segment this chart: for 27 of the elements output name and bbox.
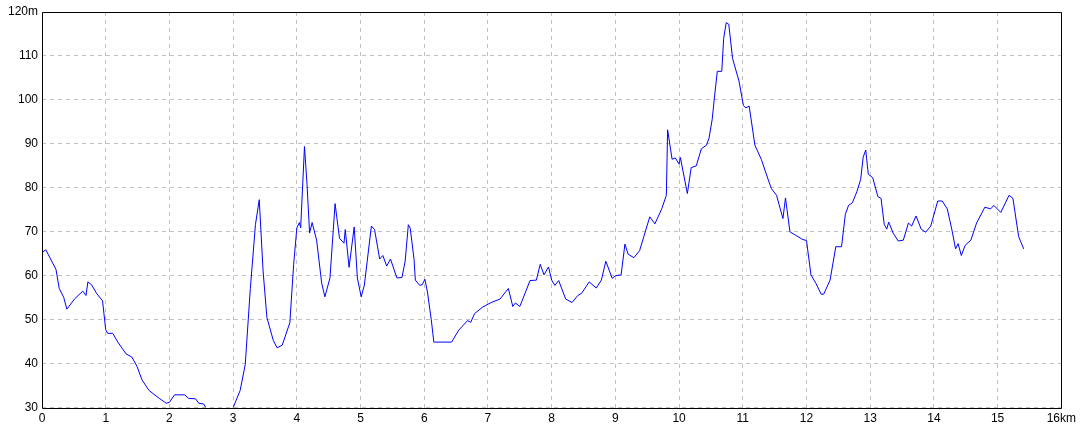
x-tick-label: 7 [484, 411, 492, 426]
y-tick-label: 120m [7, 4, 39, 19]
y-tick-label: 70 [24, 224, 39, 239]
y-tick-label: 90 [24, 136, 39, 151]
y-tick-label: 110 [18, 48, 39, 63]
x-tick-label: 2 [166, 411, 174, 426]
x-tick-label: 5 [357, 411, 365, 426]
x-tick-label: 16km [1046, 411, 1076, 426]
y-tick-label: 50 [24, 312, 39, 326]
x-tick-label: 1 [102, 411, 110, 426]
y-tick-label: 60 [24, 268, 39, 283]
x-tick-label: 11 [736, 411, 750, 426]
x-tick-label: 15 [990, 411, 1005, 426]
x-tick-label: 14 [927, 411, 941, 426]
x-tick-label: 12 [799, 411, 814, 426]
x-tick-label: 3 [229, 411, 237, 426]
y-tick-label: 100 [17, 92, 39, 107]
x-tick-label: 13 [863, 411, 878, 426]
x-tick-label: 10 [672, 411, 687, 426]
x-tick-label: 6 [420, 411, 428, 426]
x-tick-label: 4 [293, 411, 301, 426]
x-tick-label: 9 [612, 411, 620, 426]
x-tick-label: 0 [38, 411, 46, 426]
y-tick-label: 80 [24, 180, 39, 195]
x-tick-label: 8 [548, 411, 556, 426]
y-tick-label: 40 [24, 355, 39, 370]
y-tick-label: 30 [24, 399, 39, 414]
